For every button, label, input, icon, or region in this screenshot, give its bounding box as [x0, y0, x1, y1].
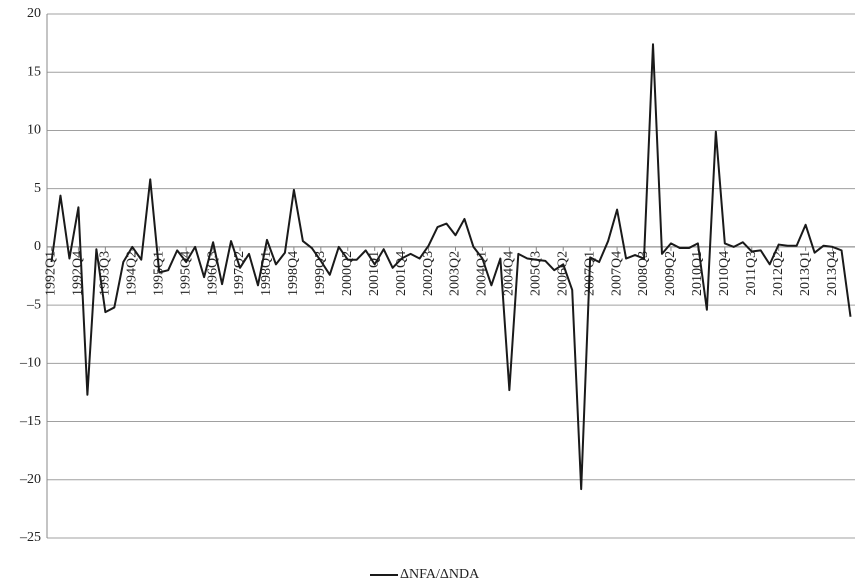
x-tick-label: 1996Q3: [205, 251, 220, 296]
x-tick-label: 2009Q2: [663, 251, 678, 296]
x-tick-label: 1992Q4: [71, 251, 86, 296]
x-tick-label: 1992Q1: [44, 251, 59, 296]
x-tick-label: 2005Q3: [529, 251, 544, 296]
y-tick-label: 15: [27, 64, 41, 79]
x-tick-label: 2000Q2: [340, 251, 355, 296]
x-tick-label: 2003Q2: [448, 251, 463, 296]
x-tick-label: 2006Q2: [555, 251, 570, 296]
series-line: [50, 43, 852, 491]
y-tick-label: –15: [19, 414, 41, 429]
x-tick-label: 2012Q2: [771, 251, 786, 296]
x-tick-label: 2004Q4: [502, 251, 517, 296]
y-tick-label: 0: [34, 239, 41, 254]
x-tick-label: 2011Q3: [744, 251, 759, 296]
y-tick-label: –20: [19, 472, 41, 487]
x-tick-label: 2004Q1: [475, 251, 490, 296]
x-tick-label: 2013Q1: [798, 251, 813, 296]
x-tick-label: 1997Q2: [232, 251, 247, 296]
x-tick-label: 1999Q3: [313, 251, 328, 296]
x-tick-label: 2008Q3: [636, 251, 651, 296]
y-tick-label: –10: [19, 356, 41, 371]
x-tick-label: 2013Q4: [825, 251, 840, 296]
x-tick-label: 1995Q4: [178, 251, 193, 296]
x-tick-label: 1998Q1: [259, 251, 274, 296]
x-tick-label: 1994Q2: [125, 251, 140, 296]
x-tick-label: 2002Q3: [421, 251, 436, 296]
legend-label: ΔNFA/ΔNDA: [400, 567, 480, 582]
x-tick-label: 2007Q4: [609, 251, 624, 296]
x-tick-label: 1998Q4: [286, 251, 301, 296]
y-tick-label: –25: [19, 530, 41, 545]
y-tick-label: 20: [27, 6, 41, 21]
x-tick-label: 2001Q1: [367, 251, 382, 296]
y-tick-label: 10: [27, 123, 41, 138]
y-tick-label: –5: [26, 297, 41, 312]
x-tick-label: 2010Q4: [717, 251, 732, 296]
y-tick-label: 5: [34, 181, 41, 196]
